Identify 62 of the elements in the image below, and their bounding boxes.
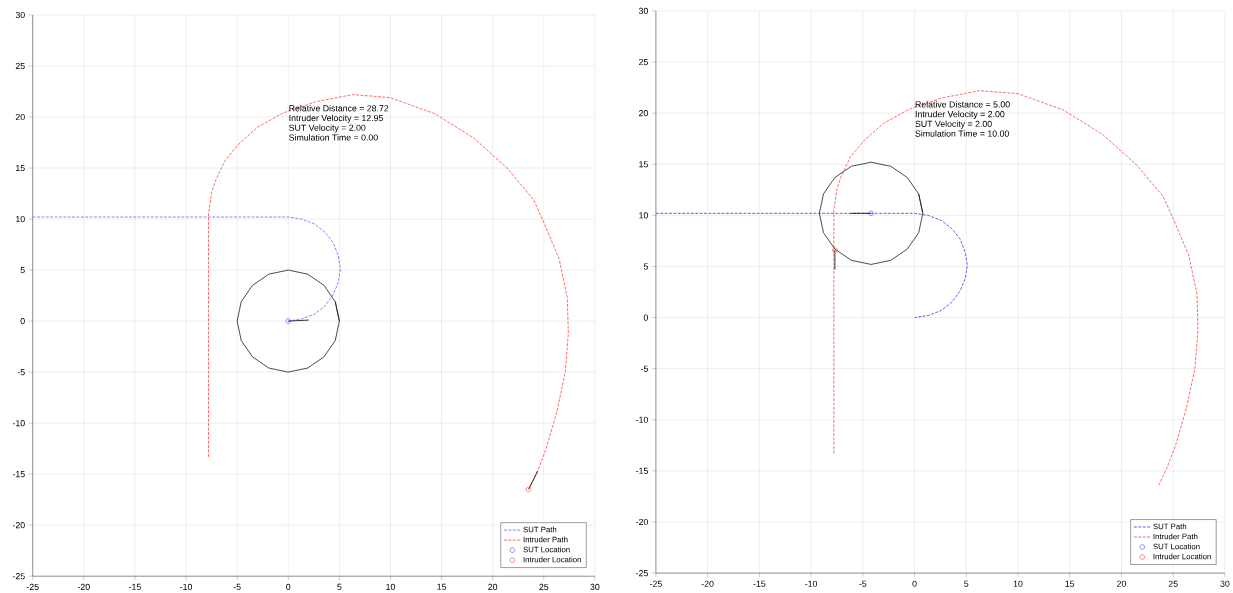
x-tick-label: 0 [286, 583, 291, 590]
x-tick-label: -25 [26, 583, 39, 590]
x-tick-label: 10 [386, 583, 395, 590]
x-tick-label: -10 [805, 580, 818, 587]
x-tick-label: 5 [964, 580, 969, 587]
line-series [32, 216, 341, 322]
y-tick-label: 25 [15, 62, 25, 69]
x-tick-label: 5 [337, 583, 342, 590]
x-tick-label: 25 [539, 583, 549, 590]
y-tick-label: 20 [15, 113, 25, 121]
annotation: SUT Velocity = 2.00 [289, 124, 366, 133]
y-tick-label: -25 [636, 569, 648, 577]
x-tick-label: -5 [233, 583, 241, 590]
y-tick-label: -10 [636, 416, 648, 423]
x-tick-label: 10 [1013, 580, 1023, 587]
annotation: Relative Distance = 5.00 [915, 100, 1010, 108]
annotation: Relative Distance = 28.72 [289, 104, 389, 112]
y-tick-label: 0 [643, 314, 648, 321]
y-tick-label: 10 [16, 215, 25, 223]
y-tick-label: 5 [20, 266, 25, 274]
y-tick-label: -25 [12, 572, 25, 580]
annotation: Intruder Velocity = 2.00 [915, 110, 1005, 119]
x-tick-label: 20 [1117, 580, 1126, 587]
annotation: Simulation Time = 10.00 [915, 130, 1009, 137]
y-tick-label: -15 [636, 467, 648, 474]
x-tick-label: 30 [590, 583, 600, 590]
y-tick-label: 15 [639, 161, 648, 168]
y-tick-label: 5 [643, 263, 648, 270]
x-tick-label: 25 [1168, 580, 1178, 587]
x-tick-label: -15 [753, 580, 766, 587]
y-tick-label: 10 [639, 212, 648, 219]
line-series [655, 212, 968, 318]
line-series [818, 161, 924, 265]
y-tick-label: 30 [15, 11, 25, 18]
line-series [833, 90, 1199, 486]
x-tick-label: 30 [1220, 580, 1230, 587]
y-tick-label: 0 [20, 317, 25, 325]
y-tick-label: 30 [638, 7, 648, 14]
y-tick-label: 25 [639, 58, 648, 66]
line-series [208, 94, 569, 489]
annotation: SUT Velocity = 2.00 [915, 120, 992, 129]
y-tick-label: -20 [636, 518, 648, 526]
annotation: Simulation Time = 0.00 [289, 134, 378, 141]
x-tick-label: 15 [1065, 580, 1075, 587]
x-tick-label: -20 [701, 580, 714, 587]
y-tick-label: -10 [12, 419, 25, 427]
line-series [236, 269, 340, 373]
y-tick-label: -20 [12, 521, 25, 529]
x-tick-label: 20 [488, 583, 498, 590]
y-tick-label: -15 [12, 471, 25, 478]
annotation: Intruder Velocity = 12.95 [289, 114, 383, 123]
y-tick-label: 15 [16, 164, 25, 171]
y-tick-label: 20 [639, 109, 648, 117]
y-tick-label: -5 [640, 365, 648, 372]
x-tick-label: -15 [129, 583, 141, 590]
x-tick-label: -10 [180, 583, 193, 590]
y-tick-label: -5 [17, 368, 25, 376]
x-tick-label: 0 [912, 580, 917, 587]
x-tick-label: -25 [649, 580, 662, 587]
x-tick-label: 15 [437, 583, 447, 590]
x-tick-label: -20 [77, 583, 90, 590]
x-tick-label: -5 [859, 580, 867, 587]
